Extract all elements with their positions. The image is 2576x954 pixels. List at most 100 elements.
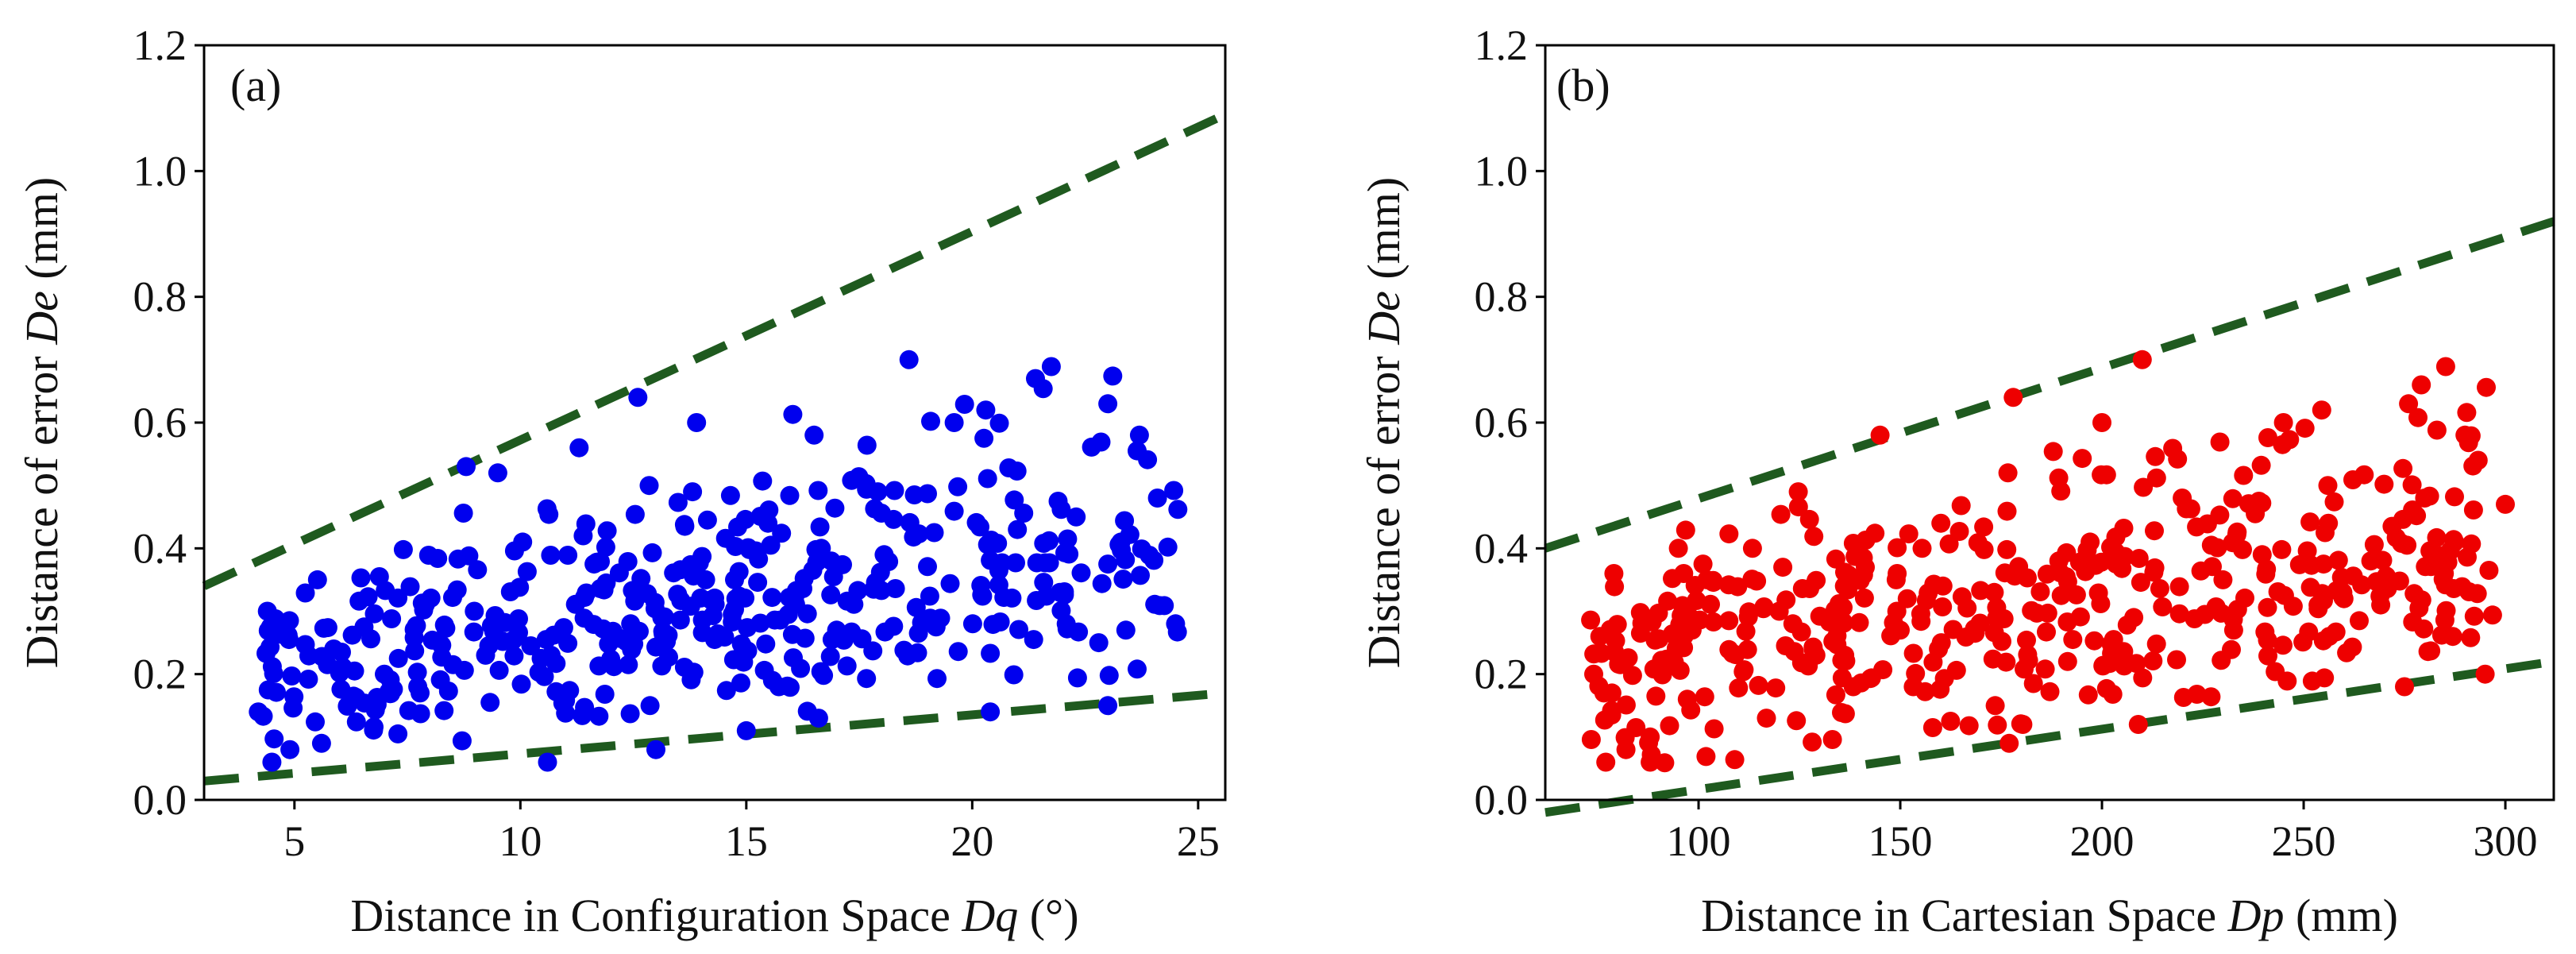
panel-a-data-point [992,553,1012,573]
panel-a-data-point [1092,574,1112,593]
panel-b-data-point [2066,585,2086,604]
panel-a-y-tick-label: 0.6 [133,399,187,446]
panel-b-data-point [1931,633,1951,653]
panel-b-data-point [2445,532,2465,552]
panel-a-data-point [640,696,660,716]
panel-b-data-point [1695,687,1714,707]
panel-b-data-point [2043,442,2063,462]
panel-a-data-point [652,656,672,676]
panel-b-data-point [1616,695,1636,715]
panel-a-data-point [1071,563,1091,583]
panel-b-data-point [1931,513,1951,533]
panel-a-data-point [1164,481,1184,500]
panel-a-data-point [920,586,939,606]
panel-a-data-point [787,581,806,601]
panel-b-data-point [2077,540,2097,560]
panel-a-data-point [837,656,857,676]
panel-a-data-point [674,515,694,535]
panel-a-data-point [306,712,325,732]
panel-b-data-point [2343,637,2362,657]
panel-a-data-point [504,646,524,666]
panel-b-data-point [2040,682,2060,701]
panel-a-data-point [687,413,707,432]
panel-a-data-point [414,600,434,620]
panel-b-data-point [1959,716,1979,736]
panel-b-label: (b) [1556,60,1610,111]
panel-b-data-point [2003,388,2023,407]
panel-b-data-point [1734,660,1754,680]
panel-b-data-point [1749,675,1768,695]
panel-a-data-point [569,438,589,458]
panel-b-data-point [1853,565,1873,585]
panel-a-data-point [436,618,456,638]
panel-a-data-point [924,523,944,543]
panel-a-data-point [908,643,927,662]
panel-a-data-point [962,614,982,634]
panel-a-x-tick-label: 20 [951,817,993,865]
panel-b-data-point [2091,594,2111,613]
panel-a-data-point [750,613,770,633]
panel-a-data-point [1098,394,1118,414]
panel-b-data-point [1951,496,1971,516]
panel-a-data-point [521,636,541,655]
panel-b-data-point [2187,685,2207,704]
panel-b-data-point [1607,615,1627,635]
panel-b-data-point [2223,489,2242,508]
panel-a-data-point [407,662,427,682]
panel-b-data-point [1854,588,1874,608]
panel-a-data-point [948,477,968,496]
panel-b-data-point [2143,651,2163,670]
panel-b-data-point [2300,512,2320,532]
panel-b-data-point [2427,527,2447,547]
panel-b-data-point [1851,673,1871,693]
panel-b-data-point [2092,552,2111,572]
panel-b-data-point [2246,504,2266,523]
panel-a-y-ticks: 0.0 0.2 0.4 0.6 0.8 1.0 1.2 [133,21,204,824]
panel-b-x-ticks: 100 150 200 250 300 [1667,800,2538,865]
panel-a-data-point [625,504,645,524]
panel-a-data-point [866,573,885,593]
panel-a-data-point [404,620,424,639]
panel-b-plot-border [1544,44,2555,801]
panel-a-data-point [628,388,648,407]
panel-b-data-point [2403,612,2423,631]
panel-a-data-point [618,552,638,571]
panel-a-data-point [434,701,454,720]
panel-a-data-point [645,593,665,612]
panel-a-data-point [448,549,468,569]
panel-a-data-point [736,720,756,740]
panel-a-data-point [814,666,834,686]
panel-a-data-point [1014,504,1034,523]
panel-a-data-point [272,624,292,644]
panel-b-data-point [2435,357,2455,377]
panel-a-data-point [728,517,747,537]
panel-b-data-point [2063,630,2083,650]
panel-b-data-point [1968,533,1988,553]
panel-b-data-point [2146,634,2166,654]
panel-b-data-point [1911,612,1931,631]
panel-b-data-point [2092,413,2111,432]
panel-a-data-point [748,573,768,593]
panel-b-data-point [2458,433,2478,453]
panel-b-y-tick-label: 1.2 [1475,21,1529,69]
panel-a-data-point [1111,532,1131,552]
panel-b-data-point [2153,597,2173,616]
panel-b-data-point [2373,550,2393,570]
panel-a-data-point [488,463,507,483]
panel-b-data-point [2132,350,2152,369]
panel-b-data-point [1639,733,1659,752]
panel-b-data-point [2412,590,2431,610]
panel-a-data-point [885,579,905,598]
panel-b-data-point [2251,455,2271,475]
panel-a-data-point [909,524,929,544]
panel-b-data-point [1602,701,1622,720]
panel-b-data-point [1679,607,1699,627]
panel-a-data-point [604,621,623,641]
panel-a-data-point [556,703,576,723]
panel-a-data-point [668,492,688,512]
panel-b-y-tick-label: 0.0 [1475,776,1529,824]
panel-b-data-point [1596,752,1616,772]
panel-a-data-point [517,562,537,581]
panel-a-x-tick-label: 15 [725,817,768,865]
panel-b-data-point [2318,476,2338,496]
